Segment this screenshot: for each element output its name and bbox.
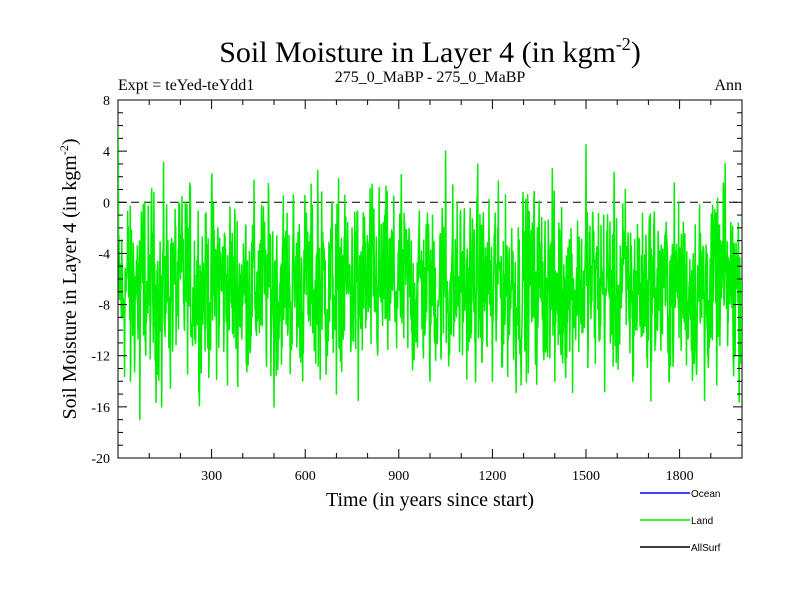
- x-tick-label: 1200: [478, 469, 506, 484]
- y-tick-label: 4: [103, 145, 110, 160]
- y-tick-label: -16: [91, 401, 110, 416]
- chart-title-sup: -2: [616, 34, 631, 54]
- y-axis-ticks: 8 4 0 -4 -8 -12 -16 -20: [91, 94, 742, 467]
- chart-title-main: Soil Moisture in Layer 4 (in kgm: [219, 36, 616, 69]
- x-tick-label: 900: [388, 469, 409, 484]
- y-axis-label: Soil Moisture in Layer 4 (in kgm-2): [57, 138, 81, 419]
- x-tick-label: 600: [295, 469, 316, 484]
- y-tick-label: -12: [91, 350, 110, 365]
- x-tick-label: 300: [201, 469, 222, 484]
- subtitle-center: 275_0_MaBP - 275_0_MaBP: [335, 69, 526, 86]
- y-tick-label: -8: [98, 299, 110, 314]
- y-tick-label: -20: [91, 452, 110, 467]
- y-tick-label: 0: [103, 196, 110, 211]
- chart-title: Soil Moisture in Layer 4 (in kgm-2): [219, 34, 641, 69]
- legend-label-land: Land: [691, 516, 713, 527]
- x-axis-label: Time (in years since start): [326, 489, 534, 511]
- legend-label-allsurf: AllSurf: [691, 543, 721, 554]
- subtitle-right: Ann: [714, 77, 742, 94]
- y-tick-label: 8: [103, 94, 110, 109]
- y-tick-label: -4: [98, 247, 110, 262]
- y-axis-label-sup: -2: [57, 145, 71, 155]
- legend: Ocean Land AllSurf: [640, 489, 721, 554]
- x-tick-label: 1500: [572, 469, 600, 484]
- series-land-line: [118, 125, 742, 421]
- chart-title-close: ): [631, 36, 641, 69]
- series-group: [118, 125, 742, 421]
- x-tick-label: 1800: [666, 469, 694, 484]
- x-axis-ticks: 300 600 900 1200 1500 1800: [117, 100, 743, 484]
- y-axis-label-close: ): [59, 138, 81, 145]
- subtitle-left: Expt = teYed-teYdd1: [118, 77, 254, 94]
- y-axis-label-main: Soil Moisture in Layer 4 (in kgm: [59, 155, 81, 420]
- legend-label-ocean: Ocean: [691, 489, 720, 500]
